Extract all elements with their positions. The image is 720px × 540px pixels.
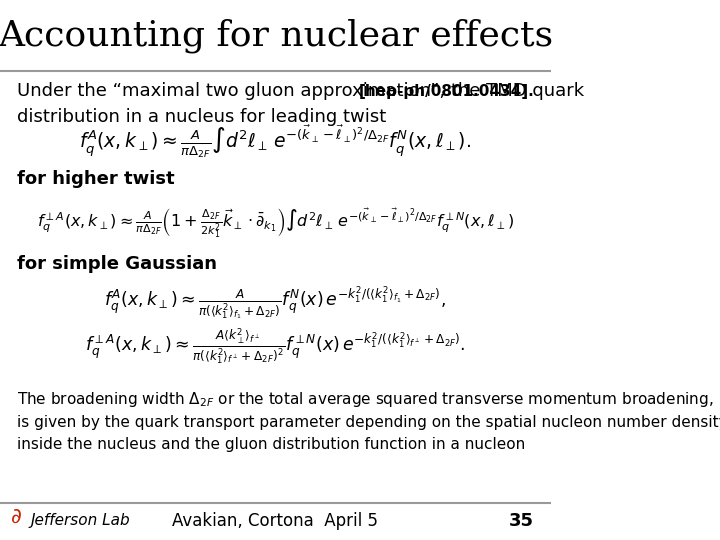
Text: $f_q^{\perp A}(x,k_\perp) \approx \frac{A}{\pi\Delta_{2F}} \left(1 + \frac{\Delt: $f_q^{\perp A}(x,k_\perp) \approx \frac{…: [37, 207, 514, 241]
Text: $f_q^A(x,k_\perp) \approx \frac{A}{\pi(\langle k_1^2\rangle_{f_1}+\Delta_{2F})} : $f_q^A(x,k_\perp) \approx \frac{A}{\pi(\…: [104, 285, 446, 322]
Text: The broadening width $\Delta_{2F}$ or the total average squared transverse momen: The broadening width $\Delta_{2F}$ or th…: [17, 390, 720, 452]
Text: $f_q^{\perp A}(x,k_\perp) \approx \frac{A\langle k_\perp^2\rangle_{f^\perp}}{\pi: $f_q^{\perp A}(x,k_\perp) \approx \frac{…: [85, 327, 466, 367]
Text: 35: 35: [509, 511, 534, 530]
Text: Jefferson Lab: Jefferson Lab: [30, 513, 130, 528]
Text: Avakian, Cortona  April 5: Avakian, Cortona April 5: [172, 511, 378, 530]
Text: $\partial$: $\partial$: [10, 507, 22, 528]
Text: for higher twist: for higher twist: [17, 170, 174, 188]
Text: [hep-ph/0801.0434].: [hep-ph/0801.0434].: [359, 84, 534, 99]
Text: $f_q^A(x,k_\perp) \approx \frac{A}{\pi\Delta_{2F}} \int d^2\ell_\perp \, e^{-(\v: $f_q^A(x,k_\perp) \approx \frac{A}{\pi\D…: [79, 123, 472, 160]
Text: for simple Gaussian: for simple Gaussian: [17, 254, 217, 273]
Text: Under the “maximal two gluon approximation”, the TMD quark
distribution in a nuc: Under the “maximal two gluon approximati…: [17, 82, 584, 126]
Text: Accounting for nuclear effects: Accounting for nuclear effects: [0, 18, 553, 53]
